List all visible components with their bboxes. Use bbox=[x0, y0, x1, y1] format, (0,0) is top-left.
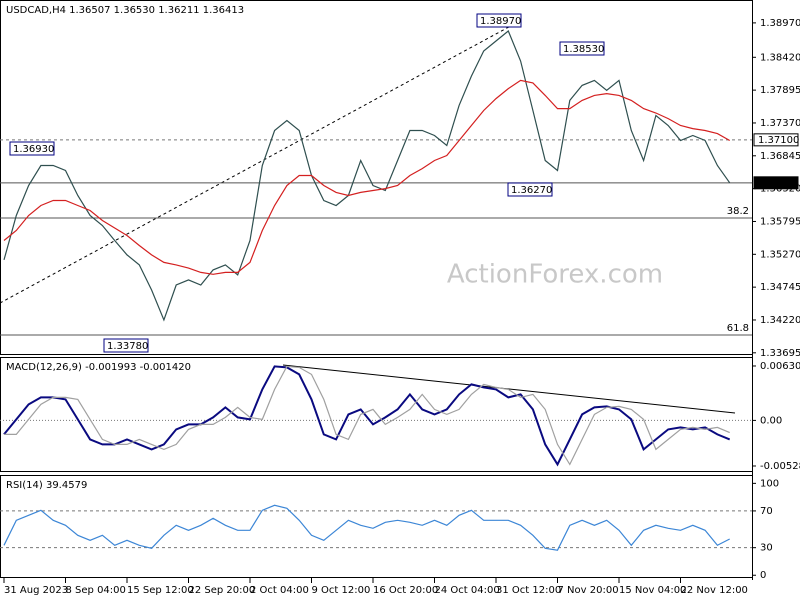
annotation: 1.36270 bbox=[511, 185, 552, 196]
macd-trend-line bbox=[282, 364, 736, 414]
y-tick-label: -0.005283 bbox=[760, 461, 800, 472]
annotation: 1.33780 bbox=[107, 341, 148, 352]
y-tick-label: 1.34745 bbox=[760, 282, 800, 293]
y-tick-label: 70 bbox=[760, 506, 773, 517]
y-tick-label: 0.006305 bbox=[760, 361, 800, 372]
x-tick-label: 9 Oct 12:00 bbox=[312, 585, 371, 596]
series-line bbox=[3, 30, 731, 322]
y-tick-label: 1.37370 bbox=[760, 118, 800, 129]
y-tick-label: 1.33695 bbox=[760, 348, 800, 359]
x-tick-label: 24 Oct 04:00 bbox=[435, 585, 500, 596]
trend-line bbox=[0, 21, 519, 304]
x-tick-label: 22 Sep 20:00 bbox=[189, 585, 256, 596]
y-tick-label: 0.00 bbox=[760, 415, 782, 426]
x-tick-label: 22 Nov 12:00 bbox=[681, 585, 748, 596]
fib-label: 38.2 bbox=[727, 206, 749, 217]
x-tick-label: 8 Sep 04:00 bbox=[66, 585, 126, 596]
annotation-box bbox=[559, 41, 605, 56]
panel-title: USDCAD,H4 1.36507 1.36530 1.36211 1.3641… bbox=[6, 5, 244, 16]
y-tick-label: 1.34220 bbox=[760, 315, 800, 326]
x-tick-label: 15 Sep 12:00 bbox=[127, 585, 194, 596]
price-label-box bbox=[753, 133, 799, 147]
y-tick-label: 30 bbox=[760, 543, 773, 554]
y-tick-label: 1.38970 bbox=[760, 18, 800, 29]
y-tick-label: 1.37895 bbox=[760, 85, 800, 96]
y-tick-label: 0 bbox=[760, 570, 766, 581]
annotation-box bbox=[507, 182, 553, 197]
fib-label: 61.8 bbox=[727, 323, 749, 334]
annotation-box bbox=[103, 338, 149, 353]
price-label: 1.37100 bbox=[758, 135, 799, 146]
x-tick-label: 16 Oct 20:00 bbox=[373, 585, 438, 596]
series-line bbox=[4, 365, 730, 466]
annotation: 1.38530 bbox=[563, 44, 604, 55]
x-tick-label: 15 Nov 04:00 bbox=[619, 585, 686, 596]
watermark: ActionForex.com bbox=[447, 260, 663, 290]
annotation: 1.36930 bbox=[13, 144, 54, 155]
series-line bbox=[3, 504, 730, 551]
x-tick-label: 7 Nov 20:00 bbox=[558, 585, 619, 596]
annotation-box bbox=[476, 13, 522, 28]
y-tick-label: 100 bbox=[760, 478, 779, 489]
annotation: 1.38970 bbox=[480, 16, 521, 27]
y-tick-label: 1.35270 bbox=[760, 249, 800, 260]
price-label: 1.36413 bbox=[758, 178, 799, 189]
series-line bbox=[3, 79, 730, 275]
panel-title: RSI(14) 39.4579 bbox=[6, 480, 87, 491]
annotation-box bbox=[9, 141, 55, 156]
price-label-box bbox=[753, 176, 799, 190]
y-tick-label: 1.36845 bbox=[760, 151, 800, 162]
panel-title: MACD(12,26,9) -0.001993 -0.001420 bbox=[6, 362, 191, 373]
y-tick-label: 1.38420 bbox=[760, 52, 800, 63]
x-tick-label: 31 Oct 12:00 bbox=[496, 585, 561, 596]
y-tick-label: 1.35795 bbox=[760, 216, 800, 227]
x-tick-label: 2 Oct 04:00 bbox=[250, 585, 309, 596]
x-tick-label: 31 Aug 2023 bbox=[4, 585, 68, 596]
